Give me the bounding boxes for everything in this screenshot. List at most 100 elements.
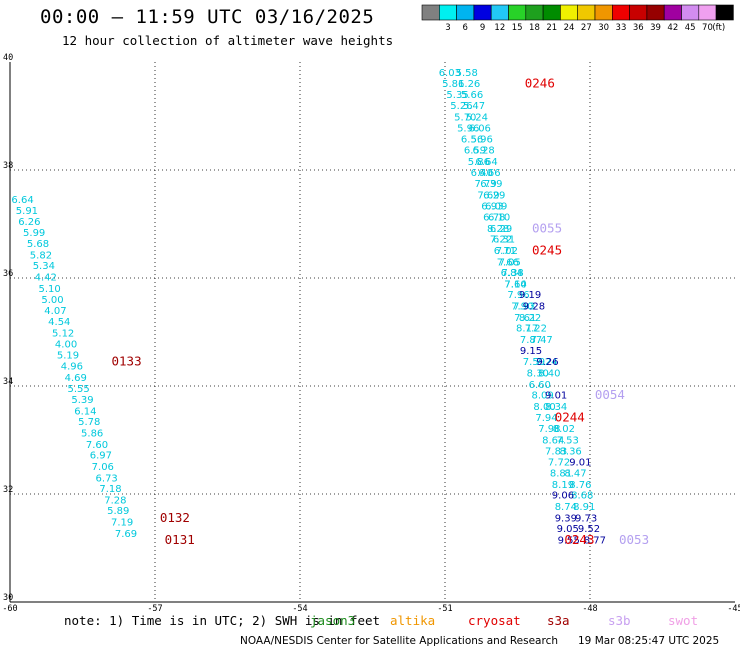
chart-title: 00:00 – 11:59 UTC 03/16/2025 — [40, 6, 375, 28]
legend-swatch — [663, 4, 682, 21]
wave-height-label: 7.79 — [474, 179, 496, 190]
wave-height-label: 7.69 — [477, 190, 499, 201]
plot-frame — [9, 62, 735, 603]
wave-height-label: 5.35 — [446, 90, 468, 101]
pass-label: 0054 — [595, 387, 625, 402]
wave-height-label: 7.66 — [497, 257, 519, 268]
legend-swatch — [594, 4, 613, 21]
y-tick-label: 38 — [3, 161, 13, 171]
legend-label: 18 — [529, 23, 540, 33]
y-tick-label: 34 — [3, 377, 13, 387]
generated-timestamp: 19 Mar 08:25:47 UTC 2025 — [578, 635, 720, 647]
x-tick-label: -57 — [147, 604, 162, 614]
pass-label: 0244 — [555, 409, 585, 424]
wave-height-label: 6.93 — [481, 202, 503, 213]
wave-height-label: 6.56 — [461, 135, 483, 146]
wave-height-label: 5.70 — [454, 113, 476, 124]
legend-label: 6 — [463, 23, 468, 33]
wave-height-label: 8.28 — [487, 224, 509, 235]
wave-height-label: 6.97 — [90, 451, 112, 462]
wave-height-label: 8.34 — [545, 402, 567, 413]
legend-swatch — [681, 4, 700, 21]
pass-label: 0132 — [160, 510, 190, 525]
y-tick-label: 32 — [3, 485, 13, 495]
satellite-altika: altika — [390, 613, 436, 628]
wave-height-label: 6.40 — [471, 168, 493, 179]
wave-height-label: 8.76 — [569, 480, 591, 491]
wave-height-label: 8.77 — [584, 535, 606, 546]
wave-height-label: 6.60 — [529, 380, 551, 391]
wave-height-label: 7.69 — [115, 529, 137, 540]
wave-height-label: 8.64 — [542, 436, 564, 447]
wave-height-label: 5.66 — [461, 90, 483, 101]
wave-height-label: 9.01 — [569, 458, 591, 469]
wave-height-label: 5.00 — [41, 295, 63, 306]
legend-swatch — [698, 4, 717, 21]
wave-height-label: 6.14 — [74, 406, 96, 417]
wave-height-label: 7.61 — [514, 313, 536, 324]
wave-height-label: 7.05 — [499, 257, 521, 268]
legend-swatch — [508, 4, 527, 21]
wave-height-label: 5.86 — [468, 157, 490, 168]
pass-label: 0131 — [165, 532, 195, 547]
wave-height-label: 8.09 — [532, 391, 554, 402]
wave-height-label: 5.82 — [30, 250, 52, 261]
pass-label: 0055 — [532, 220, 562, 235]
legend-label: 15 — [512, 23, 523, 33]
y-tick-label: 40 — [3, 53, 13, 63]
pass-labels: 0133 0132 0131 0246 0055 0245 0054 0244 0243 0053 — [112, 76, 650, 547]
chart-subtitle: 12 hour collection of altimeter wave hei… — [62, 33, 394, 48]
wave-height-label: 8.19 — [552, 480, 574, 491]
wave-height-label: 8.68 — [571, 491, 593, 502]
legend-label: 21 — [546, 23, 557, 33]
wave-height-label: 7.59 — [523, 357, 545, 368]
wave-height-label: 4.00 — [55, 339, 77, 350]
y-tick-label: 30 — [3, 593, 13, 603]
wave-height-label: 6.10 — [488, 212, 510, 223]
wave-height-label: 6.29 — [490, 224, 512, 235]
legend-swatch — [473, 4, 492, 21]
wave-height-label: 6.28 — [473, 146, 495, 157]
legend-swatch — [525, 4, 544, 21]
wave-height-label: 8.30 — [527, 369, 549, 380]
legend-label: 39 — [650, 23, 661, 33]
footnote: note: 1) Time is in UTC; 2) SWH is in fe… — [64, 613, 381, 628]
y-tick-label: 36 — [3, 269, 13, 279]
wave-height-label: 6.26 — [458, 79, 480, 90]
legend-swatch — [421, 4, 440, 21]
wave-height-label: 4.42 — [35, 272, 57, 283]
legend-label: 70 — [702, 23, 713, 33]
wave-height-label: 5.47 — [463, 101, 485, 112]
satellite-jason3: jason3 — [310, 613, 356, 628]
wave-height-label: 9.05 — [557, 524, 579, 535]
wave-height-label: 5.19 — [57, 351, 79, 362]
wave-height-label: 9.39 — [555, 513, 577, 524]
wave-height-label: 8.17 — [516, 324, 538, 335]
wave-height-label: 5.24 — [466, 113, 488, 124]
wave-height-label: 6.73 — [96, 473, 118, 484]
satellite-cryosat: cryosat — [468, 613, 521, 628]
wave-height-label: 8.40 — [538, 369, 560, 380]
wave-height-label: 5.34 — [33, 261, 55, 272]
wave-height-label: 6.29 — [483, 190, 505, 201]
wave-height-label: 4.07 — [44, 306, 66, 317]
credit-line: NOAA/NESDIS Center for Satellite Applica… — [240, 635, 558, 647]
legend-label: 9 — [480, 23, 485, 33]
wave-height-label: 8.81 — [550, 468, 572, 479]
wave-height-label: 8.36 — [560, 446, 582, 457]
pass-label: 0243 — [564, 532, 594, 547]
legend-swatch — [611, 4, 630, 21]
wave-height-label: 5.78 — [78, 417, 100, 428]
wave-height-label: 9.55 — [558, 535, 580, 546]
legend-label: 12 — [494, 23, 505, 33]
wave-height-label: 9.28 — [523, 302, 545, 313]
legend-label: 3 — [445, 23, 450, 33]
wave-height-label: 7.96 — [507, 290, 529, 301]
wave-height-label: 6.84 — [501, 268, 523, 279]
wave-height-label: 5.89 — [107, 506, 129, 517]
x-tick-label: -54 — [292, 604, 307, 614]
wave-height-label: 9.52 — [578, 524, 600, 535]
wave-height-label: 6.39 — [480, 179, 502, 190]
legend-swatch — [715, 4, 734, 21]
